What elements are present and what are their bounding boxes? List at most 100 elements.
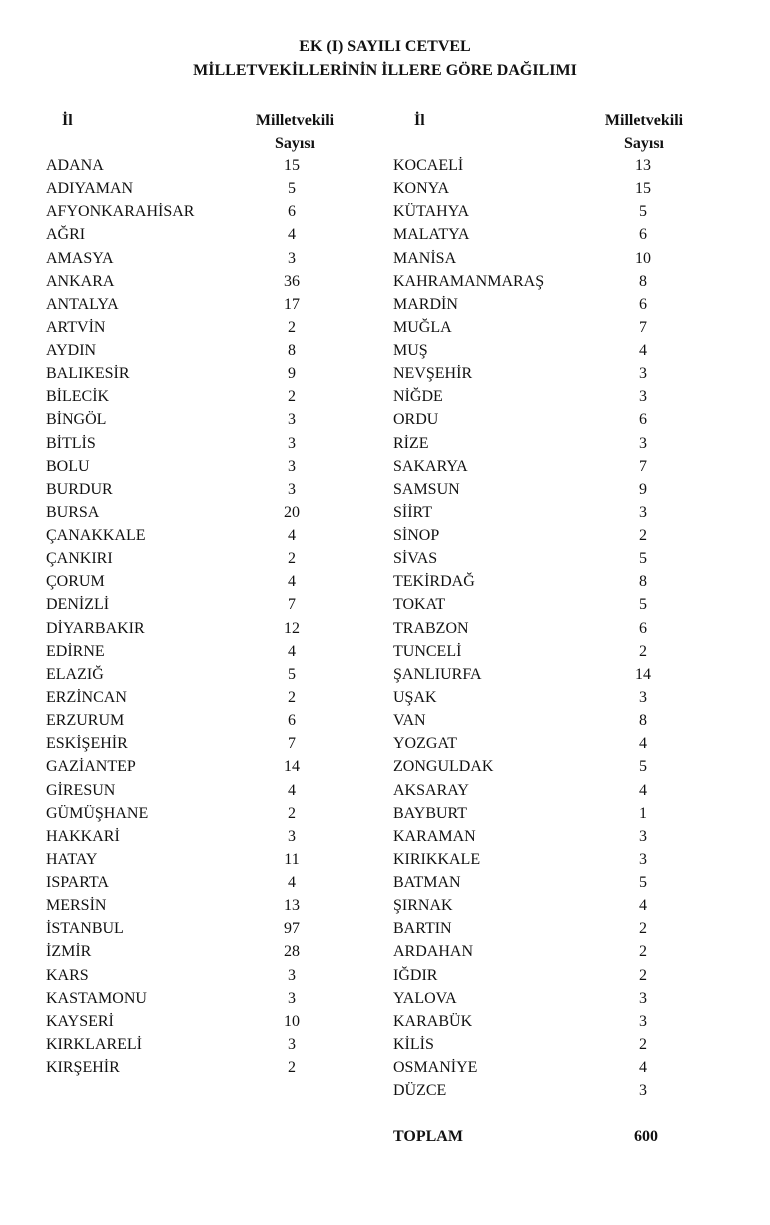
province-name: TOKAT [393,596,446,614]
deputy-count: 3 [288,989,296,1007]
province-name: ÇANKIRI [46,550,113,568]
deputy-count: 3 [639,989,647,1007]
province-name: DİYARBAKIR [46,619,145,637]
deputy-count: 14 [284,758,300,776]
province-name: BALIKESİR [46,365,130,383]
left-header-il: İl [62,112,73,129]
total-value: 600 [634,1128,658,1145]
deputy-count: 14 [635,665,651,683]
province-name: AFYONKARAHİSAR [46,203,195,221]
deputy-count: 13 [284,897,300,915]
province-name: GAZİANTEP [46,758,136,776]
deputy-count: 5 [288,665,296,683]
province-name: İZMİR [46,943,92,961]
province-name: BAYBURT [393,804,468,822]
deputy-count: 17 [284,295,300,313]
province-name: KASTAMONU [46,989,147,1007]
province-name: KIRŞEHİR [46,1059,120,1077]
province-name: SAKARYA [393,457,468,475]
document-title: EK (I) SAYILI CETVEL [299,38,471,55]
deputy-count: 5 [639,758,647,776]
province-name: KAHRAMANMARAŞ [393,272,545,290]
province-name: BURDUR [46,480,113,498]
deputy-count: 36 [284,272,300,290]
province-name: ADANA [46,157,104,174]
deputy-count: 15 [284,157,300,174]
province-name: ARTVİN [46,318,106,336]
deputy-count: 4 [288,527,296,545]
province-name: AĞRI [46,226,86,244]
province-name: KARABÜK [393,1012,473,1030]
left-header-count: Milletvekili [255,112,335,129]
province-name: MERSİN [46,897,107,915]
province-name: ADIYAMAN [46,180,134,198]
deputy-count: 2 [639,966,647,984]
province-name: MARDİN [393,295,458,313]
province-name: ISPARTA [46,874,109,892]
deputy-count: 6 [288,203,296,221]
province-name: ARDAHAN [393,943,473,961]
deputy-count: 4 [288,642,296,660]
deputy-count: 10 [635,249,651,267]
deputy-count: 3 [288,1035,296,1053]
document-subtitle: MİLLETVEKİLLERİNİN İLLERE GÖRE DAĞILIMI [193,62,577,79]
province-name: DENİZLİ [46,596,110,614]
province-name: İSTANBUL [46,920,124,938]
province-name: KARAMAN [393,827,476,845]
deputy-count: 5 [288,180,296,198]
province-name: MANİSA [393,249,457,267]
deputy-count: 3 [288,434,296,452]
province-name: EDİRNE [46,642,105,660]
province-name: ERZURUM [46,712,125,730]
deputy-count: 8 [639,272,647,290]
province-name: SİVAS [393,550,438,568]
deputy-count: 9 [288,365,296,383]
province-name: BİTLİS [46,434,96,452]
province-name: ESKİŞEHİR [46,735,128,753]
province-name: BİLECİK [46,388,110,406]
province-name: HAKKARİ [46,827,120,845]
province-name: ÇORUM [46,573,105,591]
province-name: SİNOP [393,527,440,545]
deputy-count: 7 [288,596,296,614]
province-name: HATAY [46,850,98,868]
deputy-count: 5 [639,874,647,892]
province-name: AMASYA [46,249,114,267]
province-name: GİRESUN [46,781,116,799]
province-name: ŞANLIURFA [393,665,482,683]
province-name: UŞAK [393,688,437,706]
deputy-count: 5 [639,550,647,568]
deputy-count: 13 [635,157,651,174]
total-label: TOPLAM [393,1128,463,1145]
province-name: TEKİRDAĞ [393,573,475,591]
deputy-count: 6 [639,619,647,637]
province-name: MUŞ [393,342,428,360]
deputy-count: 3 [639,1012,647,1030]
deputy-count: 4 [639,1059,647,1077]
province-name: NEVŞEHİR [393,365,473,383]
left-header-count-2: Sayısı [274,135,315,152]
deputy-count: 6 [639,295,647,313]
deputy-count: 3 [639,434,647,452]
deputy-count: 20 [284,503,300,521]
province-name: ANTALYA [46,295,119,313]
deputy-count: 7 [639,457,647,475]
province-name: GÜMÜŞHANE [46,804,149,822]
province-name: BURSA [46,503,100,521]
deputy-count: 5 [639,203,647,221]
deputy-count: 4 [288,573,296,591]
province-name: NİĞDE [393,388,443,406]
deputy-count: 1 [639,804,647,822]
province-name: AYDIN [46,342,97,360]
province-name: ELAZIĞ [46,665,104,683]
province-name: DÜZCE [393,1082,447,1100]
province-name: VAN [393,712,426,730]
province-name: ŞIRNAK [393,897,453,915]
province-name: MUĞLA [393,318,452,336]
deputy-count: 10 [284,1012,300,1030]
deputy-count: 3 [639,388,647,406]
deputy-count: 2 [639,527,647,545]
province-name: AKSARAY [393,781,469,799]
province-name: TRABZON [393,619,469,637]
province-name: SAMSUN [393,480,460,498]
